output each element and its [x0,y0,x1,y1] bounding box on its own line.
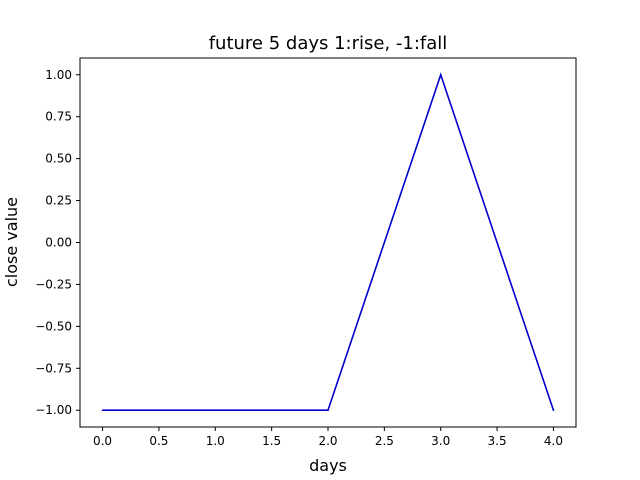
x-tick-label: 4.0 [544,434,563,448]
x-tick-label: 3.5 [488,434,507,448]
series-layer [101,72,555,412]
x-tick-label: 2.0 [318,434,337,448]
data-point [214,409,217,412]
y-tick-label: 0.75 [45,110,72,124]
x-tick-label: 0.0 [93,434,112,448]
y-tick-label: 0.00 [45,236,72,250]
x-axis-label: days [309,456,347,475]
y-tick-label: 0.50 [45,152,72,166]
data-point [101,409,104,412]
y-tick-label: −0.75 [35,361,72,375]
y-tick-label: −1.00 [35,403,72,417]
data-point [327,409,329,412]
y-axis-label: close value [2,197,21,287]
y-tick-label: 0.25 [45,194,72,208]
x-tick-label: 3.0 [431,434,450,448]
y-tick-label: 1.00 [45,68,72,82]
data-point [552,409,555,412]
x-tick-label: 2.5 [375,434,394,448]
y-axis-ticks: −1.00 −0.75 −0.50 −0.25 0.00 0.25 0.50 0.75 1.00 [35,68,80,417]
y-tick-label: −0.50 [35,319,72,333]
plot-area-frame [79,57,577,428]
x-tick-label: 1.0 [206,434,225,448]
x-axis-ticks: 0.0 0.5 1.0 1.5 2.0 2.5 3.0 3.5 4.0 [93,427,563,448]
y-tick-label: −0.25 [35,277,72,291]
x-tick-label: 0.5 [149,434,168,448]
chart-title: future 5 days 1:rise, -1:fall [209,33,448,54]
data-point [439,73,442,76]
x-tick-label: 1.5 [262,434,281,448]
